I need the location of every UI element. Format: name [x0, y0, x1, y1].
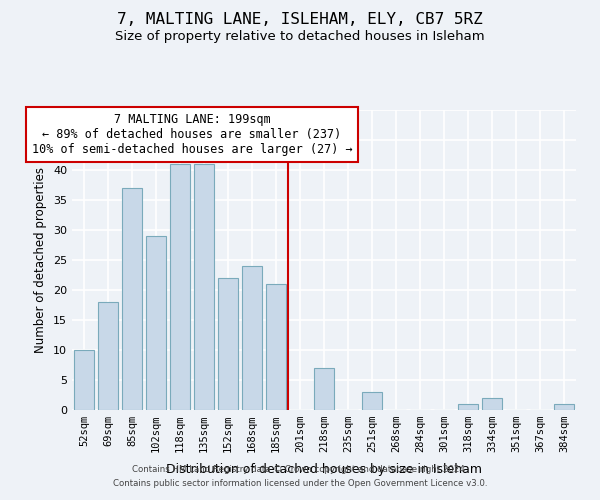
Bar	[218, 278, 238, 410]
X-axis label: Distribution of detached houses by size in Isleham: Distribution of detached houses by size …	[166, 464, 482, 476]
Text: Size of property relative to detached houses in Isleham: Size of property relative to detached ho…	[115, 30, 485, 43]
Text: Contains HM Land Registry data © Crown copyright and database right 2024.
Contai: Contains HM Land Registry data © Crown c…	[113, 466, 487, 487]
Text: 7, MALTING LANE, ISLEHAM, ELY, CB7 5RZ: 7, MALTING LANE, ISLEHAM, ELY, CB7 5RZ	[117, 12, 483, 28]
Bar	[482, 398, 502, 410]
Bar	[362, 392, 382, 410]
Bar	[314, 368, 334, 410]
Bar	[242, 266, 262, 410]
Bar	[170, 164, 190, 410]
Bar	[74, 350, 94, 410]
Bar	[146, 236, 166, 410]
Y-axis label: Number of detached properties: Number of detached properties	[34, 167, 47, 353]
Text: 7 MALTING LANE: 199sqm
← 89% of detached houses are smaller (237)
10% of semi-de: 7 MALTING LANE: 199sqm ← 89% of detached…	[32, 113, 352, 156]
Bar	[458, 404, 478, 410]
Bar	[122, 188, 142, 410]
Bar	[554, 404, 574, 410]
Bar	[98, 302, 118, 410]
Bar	[266, 284, 286, 410]
Bar	[194, 164, 214, 410]
